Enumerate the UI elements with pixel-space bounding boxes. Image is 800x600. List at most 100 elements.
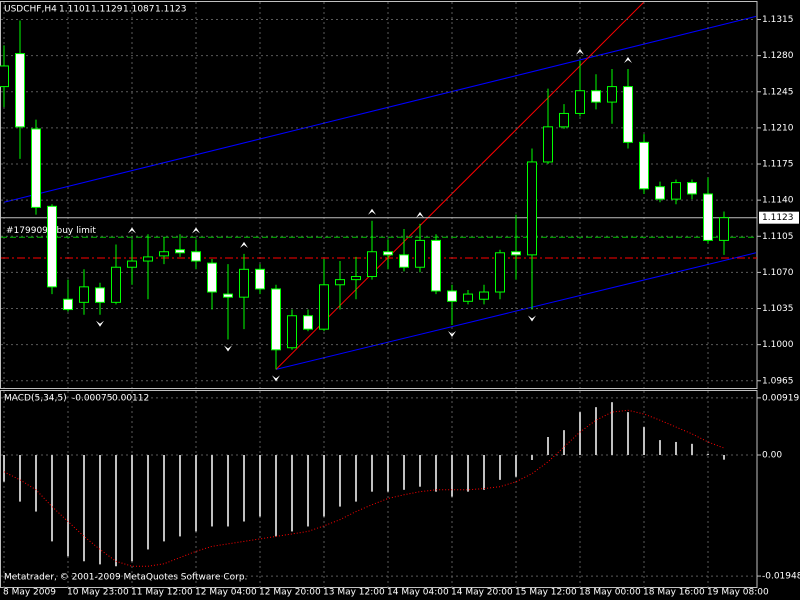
fractal-up [624,57,632,64]
candle-body [207,262,217,293]
trendline [3,15,757,203]
candle-body [79,286,89,303]
candle-body [495,252,505,293]
candle-body [639,141,649,190]
candle-body [63,298,73,311]
fractal-down [528,315,536,322]
x-tick-label: 8 May 2009 [3,588,56,598]
y-tick-label: 0.00 [762,451,782,461]
candle-body [415,239,425,268]
y-tick-label: 1.1245 [762,87,794,97]
x-tick-label: 14 May 20:00 [451,588,513,598]
candle-body [543,126,553,163]
current-price-box [759,211,799,224]
y-tick-label: 1.1280 [762,51,794,61]
candle-body [319,284,329,330]
fractal-down [96,320,104,327]
y-tick-label: 1.1070 [762,268,794,278]
candle-body [623,86,633,143]
candle-body [575,90,585,114]
macd-value: -0.00075 [72,394,112,404]
x-tick-label: 19 May 08:00 [707,588,769,598]
candle-body [479,291,489,300]
candle-body [383,251,393,256]
candle-body [655,186,665,200]
header-high: 1.1129 [91,5,123,15]
macd-panel-frame [0,390,758,588]
macd-signal-line [3,409,725,567]
symbol-title: USDCHF,H4 [4,5,57,15]
candle-body [127,260,137,268]
candle-body [399,254,409,268]
candle-body [111,266,121,303]
x-tick-label: 13 May 12:00 [323,588,385,598]
fractal-up [240,241,248,248]
candle-body [271,288,281,351]
candle-body [351,276,361,281]
candle-body [0,65,9,88]
main-panel-frame [0,1,758,389]
current-price-label: 1.1123 [762,213,794,223]
candle-body [527,161,537,256]
y-tick-label: 1.1140 [762,196,794,206]
macd-title: MACD(5,34,5) [4,394,67,404]
x-tick-label: 10 May 23:00 [67,588,129,598]
candle-body [719,217,729,241]
candle-body [591,90,601,103]
candle-body [239,268,249,298]
copyright-footer: Metatrader, © 2001-2009 MetaQuotes Softw… [4,573,247,583]
candle-body [559,112,569,128]
header-low: 1.1087 [123,5,155,15]
candle-body [159,251,169,257]
y-tick-label: 1.1105 [762,232,794,242]
x-tick-label: 15 May 12:00 [515,588,577,598]
candle-body [191,251,201,262]
header-open: 1.1101 [59,5,91,15]
candle-body [223,293,233,298]
candle-body [255,268,265,290]
fractal-up [576,48,584,55]
x-tick-label: 12 May 20:00 [259,588,321,598]
candle-body [511,251,521,256]
candle-body [175,249,185,254]
fractal-down [224,345,232,352]
fractal-up [368,208,376,215]
candle-body [671,182,681,200]
y-tick-label: -0.01948 [762,572,800,582]
x-tick-label: 11 May 12:00 [131,588,193,598]
x-tick-label: 12 May 04:00 [195,588,257,598]
candle-body [47,205,57,288]
fractal-up [192,227,200,234]
macd-signal-value: 0.00112 [112,394,149,404]
candle-body [287,315,297,349]
candle-body [303,315,313,330]
candle-body [335,279,345,286]
candle-body [431,239,441,292]
candle-body [703,193,713,241]
candle-body [367,251,377,278]
y-tick-label: 1.1175 [762,160,794,170]
candle-body [607,86,617,103]
y-tick-label: 1.1000 [762,340,794,350]
y-tick-label: 1.0965 [762,376,794,386]
x-tick-label: 14 May 04:00 [387,588,449,598]
candle-body [447,290,457,302]
candle-body [31,128,41,208]
candle-body [687,182,697,195]
candle-body [15,53,25,128]
fractal-up [416,211,424,218]
y-tick-label: 1.1210 [762,123,794,133]
candle-body [95,287,105,303]
x-tick-label: 18 May 16:00 [643,588,705,598]
y-tick-label: 1.1035 [762,304,794,314]
y-tick-label: 0.00919 [762,393,799,403]
candle-body [463,293,473,302]
header-close: 1.1123 [155,5,187,15]
candle-body [143,256,153,262]
fractal-up [128,227,136,234]
fractal-down [448,331,456,338]
y-tick-label: 1.1315 [762,15,794,25]
